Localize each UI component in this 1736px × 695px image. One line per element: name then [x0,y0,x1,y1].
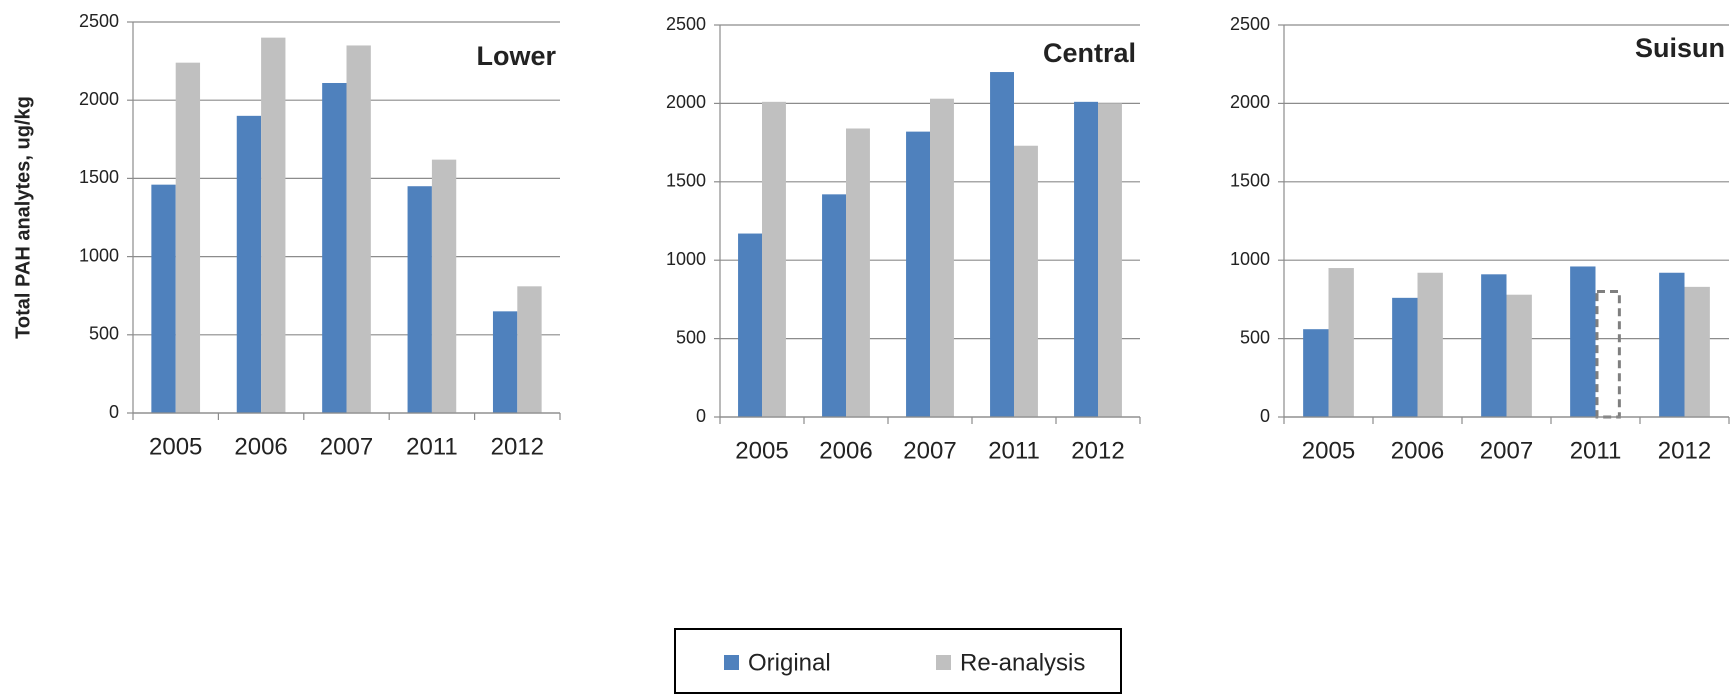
x-tick-label: 2007 [1480,437,1533,464]
x-tick-label: 2005 [735,437,788,464]
chart-title: Lower [476,41,556,71]
bar [762,101,786,417]
bar [407,186,432,413]
legend-label: Re-analysis [960,649,1085,676]
x-tick-label: 2011 [988,437,1040,464]
x-tick-label: 2005 [149,433,202,460]
y-tick-label: 500 [1240,327,1270,347]
bar [151,184,176,413]
bar [322,82,347,413]
bar [175,62,201,413]
y-tick-label: 2500 [1230,14,1270,34]
bar [492,311,518,413]
bar [846,128,870,417]
legend-box [674,628,1122,694]
bar [738,233,762,417]
y-tick-label: 2000 [666,92,706,112]
x-tick-label: 2011 [406,433,458,460]
y-tick-label: 2500 [666,14,706,34]
bar [1014,145,1038,417]
y-tick-label: 1000 [79,245,119,265]
x-tick-label: 2006 [234,433,287,460]
bar [1303,329,1329,417]
bar [1074,101,1098,417]
bar [1417,272,1443,417]
bar [431,159,457,413]
legend-swatch [724,655,739,670]
bar [1328,268,1354,417]
y-tick-label: 500 [676,327,706,347]
y-tick-label: 0 [696,406,706,426]
y-tick-label: 2000 [79,89,119,109]
chart-title: Central [1043,38,1136,68]
legend-swatch [936,655,951,670]
bar [1659,272,1685,417]
x-tick-label: 2011 [1570,437,1622,464]
y-tick-label: 0 [1260,406,1270,426]
x-tick-label: 2006 [819,437,872,464]
x-tick-label: 2005 [1302,437,1355,464]
y-tick-label: 2000 [1230,92,1270,112]
bar [1570,266,1596,417]
bar-outline [1595,290,1621,419]
bar [517,286,542,413]
y-tick-label: 2500 [79,11,119,31]
x-tick-label: 2012 [1071,437,1124,464]
bar [1506,294,1532,417]
y-tick-label: 1500 [666,171,706,191]
x-tick-label: 2006 [1391,437,1444,464]
y-tick-label: 1500 [79,167,119,187]
x-tick-label: 2007 [320,433,373,460]
x-tick-label: 2012 [1658,437,1711,464]
y-tick-label: 0 [109,402,119,422]
bar [1392,297,1418,417]
bar [236,115,262,413]
legend-label: Original [748,649,831,676]
bar [906,131,930,417]
x-tick-label: 2012 [491,433,544,460]
bar [1481,274,1507,417]
y-tick-label: 1500 [1230,171,1270,191]
bar [261,37,286,413]
y-tick-label: 1000 [666,249,706,269]
bar [990,72,1014,417]
y-tick-label: 1000 [1230,249,1270,269]
bar [930,98,954,418]
y-axis-label: Total PAH analytes, ug/kg [12,96,34,339]
bar [346,45,371,414]
bar [1684,286,1710,417]
bar [822,194,846,417]
bar [1098,103,1122,418]
chart-title: Suisun [1635,33,1725,63]
x-tick-label: 2007 [903,437,956,464]
y-tick-label: 500 [89,324,119,344]
